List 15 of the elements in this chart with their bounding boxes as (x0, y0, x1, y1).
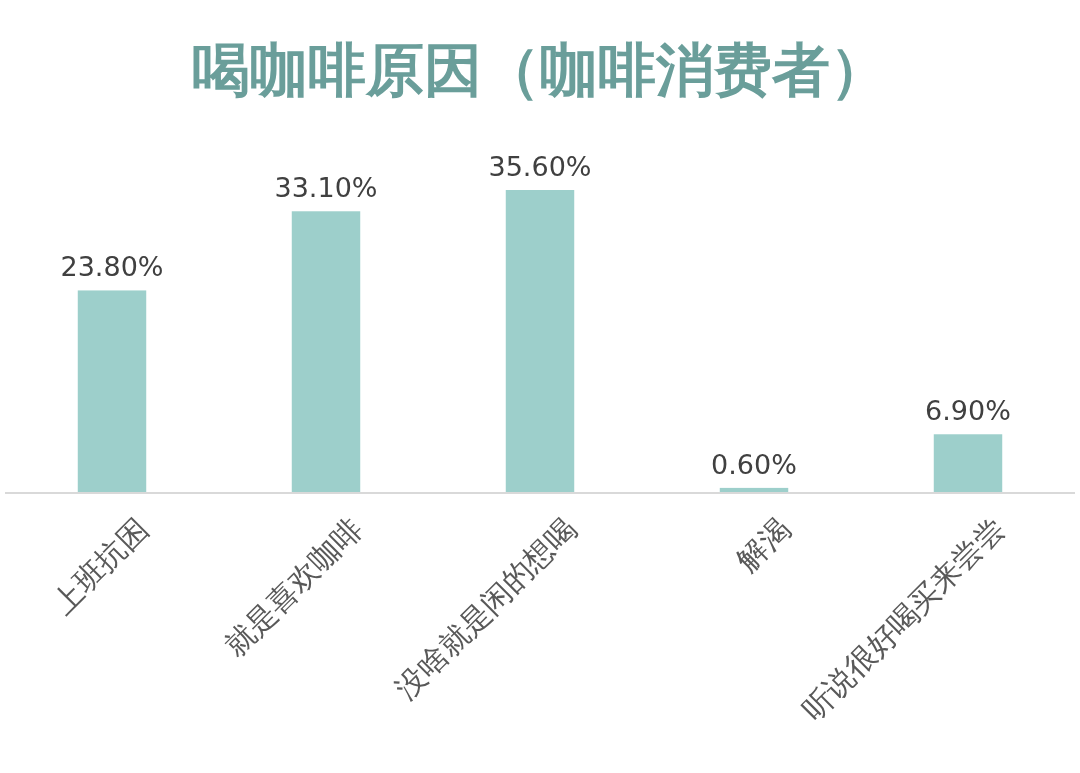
x-tick-label: 上班抗困 (45, 511, 155, 621)
bar (505, 190, 575, 493)
bar (77, 290, 147, 493)
x-tick-label: 没啥就是闲的想喝 (388, 511, 583, 706)
x-tick-label: 解渴 (729, 511, 797, 579)
chart-title: 喝咖啡原因（咖啡消费者） (192, 36, 888, 104)
data-label: 0.60% (711, 448, 797, 480)
x-tick-label: 听说很好喝买来尝尝 (795, 511, 1011, 727)
bar (933, 434, 1003, 493)
bar (291, 211, 361, 493)
data-label: 23.80% (60, 251, 164, 283)
x-tick-label: 就是喜欢咖啡 (216, 511, 369, 664)
data-label: 35.60% (488, 151, 592, 182)
data-label: 33.10% (274, 172, 378, 204)
data-label: 6.90% (925, 395, 1011, 427)
